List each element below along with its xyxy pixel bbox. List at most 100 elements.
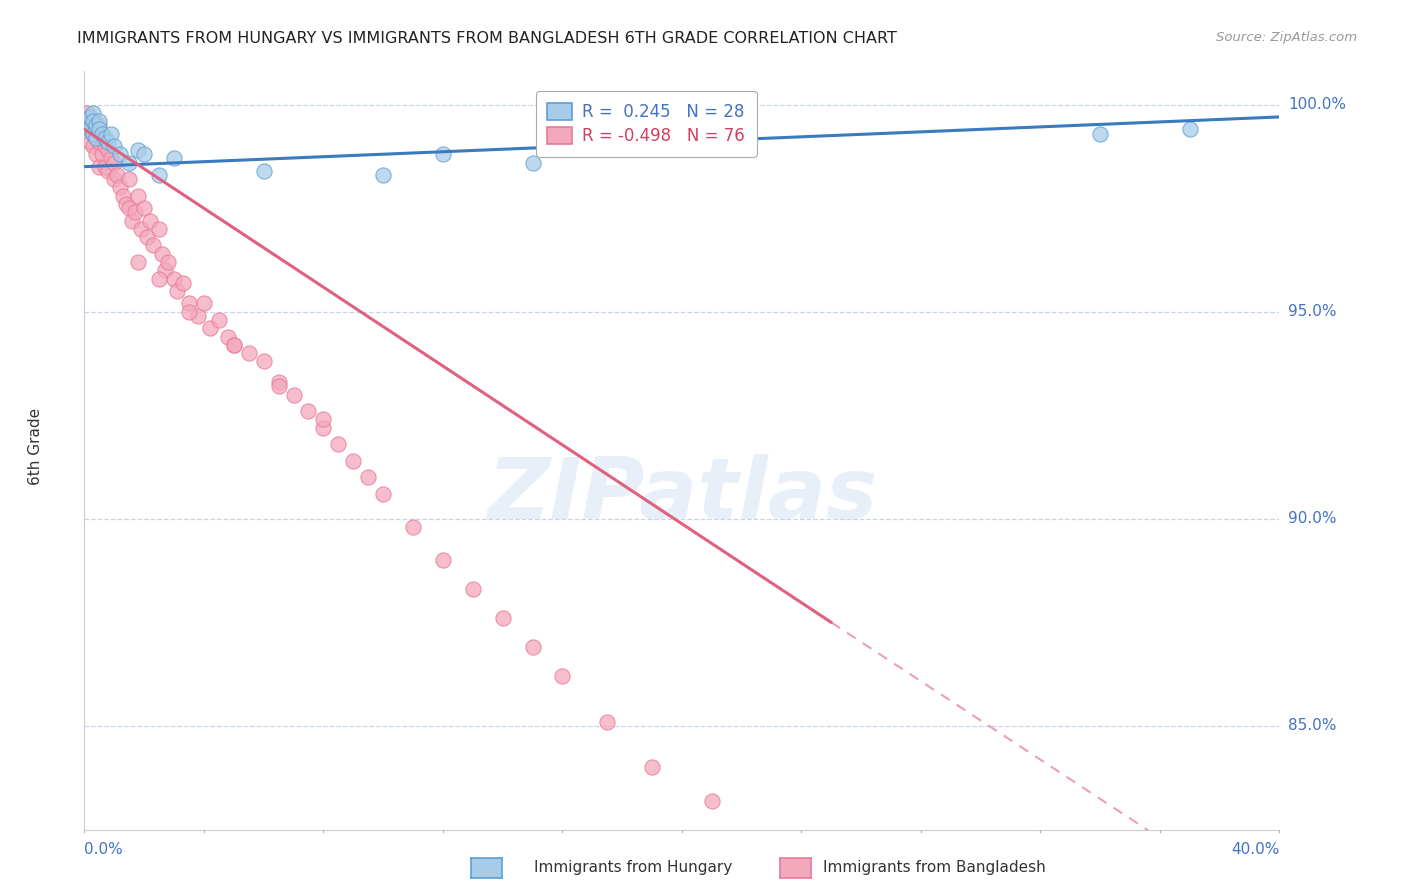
Point (222, 338, 245, 352)
Point (312, 420, 335, 434)
Point (373, 487, 395, 501)
Point (172, 276, 194, 290)
Point (671, 135, 693, 149)
Point (522, 640, 544, 655)
Point (105, 168, 128, 182)
Point (76, 118, 98, 132)
Point (328, 437, 350, 451)
Point (82, 127, 104, 141)
Point (94, 160, 117, 174)
Point (132, 201, 156, 215)
Point (76, 105, 98, 120)
Point (217, 329, 239, 343)
Text: 85.0%: 85.0% (1288, 718, 1337, 733)
Text: 90.0%: 90.0% (1288, 511, 1337, 526)
Point (166, 284, 188, 298)
Point (118, 172, 141, 186)
Point (253, 354, 276, 368)
Point (91, 127, 114, 141)
Point (1178, 122, 1201, 136)
Point (522, 155, 544, 169)
Text: Immigrants from Bangladesh: Immigrants from Bangladesh (823, 860, 1045, 874)
Point (79, 110, 101, 124)
Point (110, 147, 132, 161)
Point (267, 379, 290, 393)
Point (148, 222, 170, 236)
Point (157, 255, 180, 269)
Point (89, 114, 111, 128)
Point (94, 130, 117, 145)
Text: IMMIGRANTS FROM HUNGARY VS IMMIGRANTS FROM BANGLADESH 6TH GRADE CORRELATION CHAR: IMMIGRANTS FROM HUNGARY VS IMMIGRANTS FR… (77, 31, 897, 46)
Point (163, 152, 186, 166)
Point (79, 122, 101, 136)
Point (89, 135, 111, 149)
Text: Source: ZipAtlas.com: Source: ZipAtlas.com (1216, 31, 1357, 45)
Point (283, 387, 305, 401)
Point (82, 139, 104, 153)
Point (97, 135, 120, 149)
Text: 95.0%: 95.0% (1288, 304, 1337, 319)
Point (100, 127, 122, 141)
Point (163, 271, 186, 285)
Text: 100.0%: 100.0% (1288, 97, 1347, 112)
Point (86, 118, 108, 132)
Point (142, 238, 165, 252)
Point (222, 338, 245, 352)
Point (187, 309, 209, 323)
Point (297, 404, 319, 418)
Text: 6th Grade: 6th Grade (28, 408, 42, 484)
Point (82, 114, 104, 128)
Point (86, 130, 108, 145)
Legend: R =  0.245   N = 28, R = -0.498   N = 76: R = 0.245 N = 28, R = -0.498 N = 76 (536, 91, 756, 157)
Point (127, 188, 149, 202)
Point (89, 122, 111, 136)
Point (193, 296, 215, 310)
Point (103, 139, 125, 153)
Point (82, 127, 104, 141)
Point (132, 147, 156, 161)
Point (373, 168, 395, 182)
Point (1090, 127, 1112, 141)
Point (79, 110, 101, 124)
Point (432, 147, 454, 161)
Point (94, 139, 117, 153)
Point (112, 188, 135, 202)
Point (100, 152, 122, 166)
Point (86, 122, 108, 136)
Point (267, 375, 290, 389)
Point (136, 230, 159, 244)
Point (153, 263, 176, 277)
Point (97, 143, 120, 157)
Point (761, 835, 783, 849)
Point (86, 147, 108, 161)
Point (596, 714, 619, 729)
Point (129, 222, 152, 236)
Point (208, 313, 231, 327)
Point (97, 163, 120, 178)
Point (121, 213, 143, 227)
Point (124, 205, 146, 219)
Point (177, 296, 200, 310)
Point (402, 520, 425, 534)
Point (148, 271, 170, 285)
Point (89, 160, 111, 174)
Point (82, 114, 104, 128)
Point (118, 155, 141, 169)
Point (357, 470, 380, 484)
Text: 0.0%: 0.0% (84, 842, 124, 857)
Point (139, 213, 162, 227)
Point (551, 669, 574, 683)
Point (461, 582, 484, 597)
Point (103, 172, 125, 186)
Point (150, 246, 173, 260)
Point (110, 180, 132, 194)
Point (700, 793, 723, 807)
Text: Immigrants from Hungary: Immigrants from Hungary (534, 860, 733, 874)
Point (127, 143, 149, 157)
Point (641, 760, 664, 774)
Point (82, 105, 104, 120)
Point (103, 155, 125, 169)
Point (342, 454, 364, 468)
Text: 40.0%: 40.0% (1232, 842, 1279, 857)
Point (312, 412, 335, 426)
